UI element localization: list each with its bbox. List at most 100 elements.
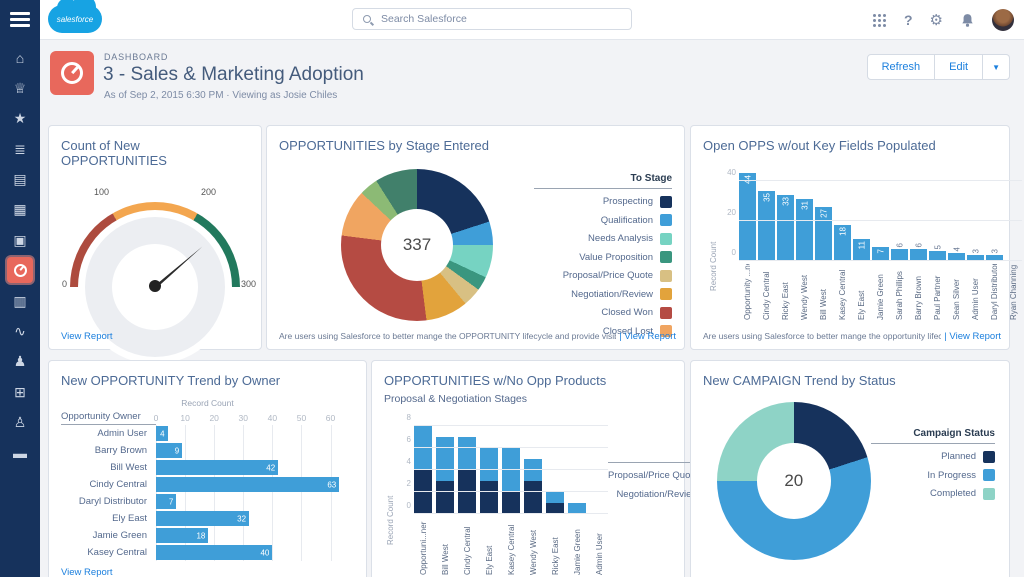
bar-Ryan Channing[interactable]: 3 — [986, 249, 1003, 261]
stacked-bar-Ely East[interactable] — [458, 436, 476, 514]
more-actions-button[interactable]: ▼ — [983, 54, 1010, 80]
x-tick-label: Daryl Distributor — [990, 264, 999, 320]
sidebar-item-files-icon[interactable]: ▤ — [13, 171, 27, 188]
bar-Ely East[interactable]: 32 — [156, 511, 250, 526]
sidebar-item-leads-crown-icon[interactable]: ♕ — [13, 79, 27, 96]
sidebar-item-home-icon[interactable]: ⌂ — [15, 49, 25, 66]
legend-item[interactable]: Prospecting — [534, 195, 672, 208]
y-tick-label: 4 — [406, 456, 411, 466]
legend-item[interactable]: Needs Analysis — [534, 232, 672, 245]
bar-Admin User[interactable]: 4 — [156, 426, 168, 441]
sidebar-item-favorites-star-icon[interactable]: ★ — [13, 110, 27, 127]
bar-Jamie Green[interactable]: 18 — [156, 528, 209, 543]
refresh-button[interactable]: Refresh — [866, 54, 936, 80]
bar-Daryl Distributor[interactable]: 7 — [156, 494, 177, 509]
bar-Wendy West[interactable]: 33 — [777, 195, 794, 261]
salesforce-logo[interactable]: salesforce — [48, 0, 102, 33]
notification-bell-icon[interactable] — [960, 13, 975, 28]
gridline — [414, 424, 608, 426]
campaign-donut-chart[interactable]: 20 — [717, 402, 871, 560]
sidebar-item-tasks-icon[interactable]: ≣ — [14, 140, 26, 157]
legend-label: In Progress — [927, 469, 976, 481]
settings-gear-icon[interactable]: ⚙ — [929, 12, 943, 29]
card-title: OPPORTUNITIES w/No Opp Products — [384, 373, 607, 388]
search-input[interactable] — [381, 13, 631, 25]
stacked-bar-Admin User[interactable] — [568, 502, 586, 514]
page-title: 3 - Sales & Marketing Adoption — [103, 64, 364, 85]
sidebar-item-contacts-person-icon[interactable]: ♙ — [13, 414, 27, 431]
user-avatar[interactable] — [992, 9, 1014, 31]
breadcrumb: DASHBOARD — [104, 52, 169, 62]
sidebar-item-briefcase-icon[interactable]: ▬ — [13, 444, 27, 461]
bar-Sarah Phillips[interactable]: 7 — [872, 247, 889, 261]
legend-item[interactable]: Closed Lost — [534, 325, 672, 337]
sidebar-item-groups-icon[interactable]: ♟ — [13, 353, 27, 370]
legend-item[interactable]: Planned — [871, 450, 995, 463]
legend-swatch — [660, 232, 672, 245]
bar-Ely East[interactable]: 18 — [834, 225, 851, 261]
header-buttons: Refresh Edit ▼ — [866, 54, 1010, 80]
stacked-bar-Ricky East[interactable] — [524, 458, 542, 514]
segment-Negotiation/Review — [480, 447, 498, 481]
y-tick-label: 8 — [406, 412, 411, 422]
gauge-chart[interactable]: 0 100 200 300 — [62, 187, 256, 372]
legend-item[interactable]: Value Proposition — [534, 251, 672, 263]
x-tick-label: 50 — [296, 413, 307, 423]
card-title: New CAMPAIGN Trend by Status — [703, 373, 896, 388]
help-icon[interactable]: ? — [903, 12, 913, 28]
legend-item[interactable]: In Progress — [871, 469, 995, 481]
bar-Daryl Distributor[interactable]: 3 — [967, 249, 984, 261]
sidebar: ⌂ ♕ ★ ≣ ▤ ▦ ▣ ▥ ∿ ♟ ⊞ ♙ ▬ — [0, 0, 40, 577]
bar-Bill West[interactable]: 31 — [796, 199, 813, 261]
stacked-bar-Wendy West[interactable] — [502, 447, 520, 514]
stacked-bar-Bill West[interactable] — [414, 425, 432, 514]
card-new-opportunity-trend: New OPPORTUNITY Trend by Owner Record Co… — [48, 360, 367, 577]
sidebar-item-notes-card-icon[interactable]: ▣ — [13, 231, 27, 248]
bar-Cindy Central[interactable]: 63 — [156, 477, 340, 492]
bar-row-Bill West: Bill West 42 — [61, 459, 354, 476]
bar-Admin User[interactable]: 4 — [948, 247, 965, 261]
bar-Kasey Central[interactable]: 40 — [156, 545, 273, 560]
bar-Paul Partner[interactable]: 6 — [910, 243, 927, 261]
x-tick-label: Jamie Green — [572, 529, 582, 575]
bar-Kasey Central[interactable]: 27 — [815, 207, 832, 261]
segment-Proposal/Price Quote — [524, 480, 542, 514]
bar-Barry Brown[interactable]: 9 — [156, 443, 183, 458]
bar-Jamie Green[interactable]: 11 — [853, 239, 870, 261]
legend-item[interactable]: Qualification — [534, 214, 672, 226]
hamburger-menu-icon[interactable] — [10, 12, 30, 27]
bar-Sean Silver[interactable]: 5 — [929, 245, 946, 261]
app-launcher-icon[interactable] — [872, 13, 887, 28]
stacked-bar-Kasey Central[interactable] — [480, 447, 498, 514]
sidebar-item-cases-icon[interactable]: ▥ — [13, 292, 27, 309]
sidebar-item-analytics-pulse-icon[interactable]: ∿ — [14, 323, 26, 340]
legend-item[interactable]: Negotiation/Review — [534, 288, 672, 300]
gauge-tick-300: 300 — [240, 279, 256, 289]
edit-button[interactable]: Edit — [935, 54, 984, 80]
donut-center-value: 337 — [402, 235, 432, 254]
bar-Ricky East[interactable]: 35 — [758, 191, 775, 261]
legend-item[interactable]: Closed Won — [534, 306, 672, 319]
y-tick-label: 20 — [727, 208, 736, 217]
c4-plot: Admin User 4 Barry Brown 9 Bill West 42 Cindy … — [61, 425, 354, 561]
sidebar-item-calendar-icon[interactable]: ⊞ — [14, 383, 26, 400]
legend-item[interactable]: Completed — [871, 487, 995, 500]
view-report-link[interactable]: | View Report — [619, 331, 676, 342]
stage-donut-chart[interactable]: 337 — [341, 169, 493, 321]
view-report-link[interactable]: View Report — [61, 567, 113, 577]
view-report-link[interactable]: View Report — [61, 331, 113, 342]
c4-axis-row: Opportunity Owner 0 10 20 30 40 50 60 — [61, 410, 354, 425]
stacked-bar-Cindy Central[interactable] — [436, 436, 454, 514]
bar-Cindy Central[interactable]: 44 — [739, 173, 756, 261]
x-tick-label: Cindy Central — [462, 526, 472, 575]
x-tick-label: 10 — [180, 413, 190, 423]
bar-Barry Brown[interactable]: 6 — [891, 243, 908, 261]
bar-Bill West[interactable]: 42 — [156, 460, 279, 475]
view-report-link[interactable]: | View Report — [944, 331, 1001, 342]
card-count-new-opportunities: Count of New OPPORTUNITIES 0 100 200 300… — [48, 125, 262, 372]
segment-Negotiation/Review — [458, 436, 476, 470]
stacked-bar-Jamie Green[interactable] — [546, 491, 564, 514]
sidebar-item-dashboards-gauge-icon[interactable] — [7, 257, 33, 284]
sidebar-item-reports-table-icon[interactable]: ▦ — [13, 201, 27, 218]
legend-item[interactable]: Proposal/Price Quote — [534, 269, 672, 282]
